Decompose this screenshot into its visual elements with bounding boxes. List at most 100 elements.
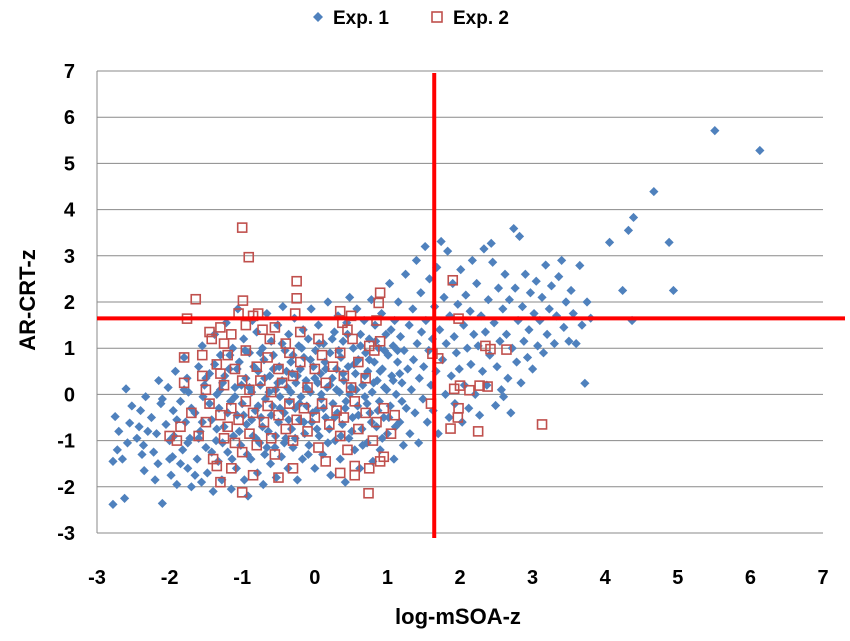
data-point-exp-1	[340, 403, 350, 413]
y-tick-label: 1	[64, 338, 75, 360]
y-tick-label: 0	[64, 384, 75, 406]
data-point-exp-1	[535, 315, 545, 326]
y-tick-label: 2	[64, 292, 75, 314]
data-point-exp-1	[531, 276, 541, 286]
x-tick-label: 4	[600, 567, 612, 589]
data-point-exp-1	[507, 343, 517, 353]
data-point-exp-1	[546, 281, 557, 291]
data-point-exp-1	[344, 433, 354, 443]
data-point-exp-1	[117, 454, 128, 464]
data-point-exp-1	[202, 468, 212, 478]
data-point-exp-2	[171, 435, 183, 446]
data-point-exp-1	[668, 285, 679, 296]
data-point-exp-1	[298, 325, 308, 335]
data-point-exp-2	[445, 423, 456, 434]
data-point-exp-2	[302, 382, 313, 393]
data-point-exp-2	[371, 315, 382, 326]
data-point-exp-1	[350, 445, 360, 455]
data-point-exp-1	[284, 329, 294, 339]
data-point-exp-2	[186, 407, 197, 419]
data-point-exp-1	[755, 145, 765, 156]
data-point-exp-1	[444, 412, 454, 423]
data-point-exp-2	[236, 222, 248, 233]
data-point-exp-1	[462, 343, 472, 353]
data-point-exp-1	[564, 336, 574, 346]
data-point-exp-1	[156, 399, 166, 409]
data-point-exp-1	[403, 364, 413, 374]
data-point-exp-1	[157, 394, 167, 404]
data-point-exp-1	[241, 419, 252, 430]
data-point-exp-1	[286, 357, 296, 367]
data-point-exp-2	[385, 428, 397, 439]
data-point-exp-2	[237, 295, 249, 306]
data-point-exp-2	[257, 324, 268, 336]
data-point-exp-1	[150, 475, 160, 485]
data-point-exp-1	[336, 431, 346, 441]
data-point-exp-1	[323, 438, 333, 448]
data-point-exp-1	[538, 348, 549, 358]
data-point-exp-2	[320, 377, 331, 389]
y-tick-label: 7	[64, 61, 75, 83]
data-point-exp-1	[183, 438, 193, 448]
data-point-exp-1	[477, 366, 488, 376]
data-point-exp-2	[313, 442, 324, 453]
data-point-exp-1	[341, 396, 351, 406]
data-point-exp-2	[345, 382, 357, 393]
data-point-exp-2	[229, 437, 241, 449]
data-point-exp-1	[316, 389, 326, 399]
data-point-exp-1	[192, 454, 202, 464]
data-point-exp-1	[369, 378, 379, 388]
data-point-exp-1	[379, 345, 390, 356]
data-point-exp-1	[362, 438, 372, 448]
data-point-exp-1	[517, 302, 528, 312]
data-point-exp-1	[466, 359, 476, 369]
data-point-exp-1	[453, 299, 463, 309]
data-point-exp-2	[327, 361, 339, 372]
x-tick-label: 1	[382, 567, 393, 589]
data-point-exp-1	[163, 382, 173, 393]
data-point-exp-1	[498, 392, 509, 402]
data-point-exp-1	[465, 306, 475, 316]
data-point-exp-1	[179, 352, 189, 363]
data-point-exp-2	[360, 407, 371, 419]
data-point-exp-1	[179, 385, 189, 395]
data-point-exp-1	[446, 371, 456, 381]
data-point-exp-1	[360, 371, 370, 381]
data-point-exp-2	[302, 426, 313, 437]
data-point-exp-1	[325, 348, 335, 358]
data-point-exp-1	[525, 288, 536, 298]
series-exp-2	[164, 222, 548, 499]
data-point-exp-1	[301, 375, 311, 386]
data-point-exp-1	[255, 438, 265, 448]
data-point-exp-2	[222, 349, 233, 361]
data-point-exp-1	[372, 375, 382, 386]
data-point-exp-2	[360, 372, 371, 384]
data-point-exp-1	[467, 255, 477, 266]
data-point-exp-2	[363, 487, 374, 499]
data-point-exp-1	[318, 449, 328, 460]
y-tick-label: 3	[64, 246, 75, 268]
data-point-exp-1	[212, 424, 222, 434]
data-point-exp-1	[514, 231, 525, 241]
data-point-exp-2	[291, 293, 302, 304]
data-point-exp-2	[240, 319, 252, 331]
legend-label-exp-1: Exp. 1	[333, 8, 389, 29]
data-point-exp-1	[566, 285, 576, 296]
data-point-exp-1	[376, 308, 387, 319]
data-point-exp-1	[512, 357, 522, 367]
data-point-exp-2	[196, 370, 208, 382]
data-point-exp-1	[310, 463, 320, 473]
y-tick-labels: -3 -2 -1 0 1 2 3 4 5 6 7	[57, 61, 76, 545]
data-point-exp-2	[236, 375, 248, 386]
data-point-exp-1	[161, 419, 171, 430]
y-tick-label: 5	[64, 153, 75, 175]
data-point-exp-1	[138, 440, 149, 450]
data-point-exp-1	[375, 445, 385, 455]
data-point-exp-1	[137, 449, 147, 460]
data-point-exp-2	[447, 274, 459, 286]
data-point-exp-2	[218, 379, 230, 391]
data-point-exp-1	[197, 417, 207, 427]
data-point-exp-1	[183, 463, 193, 473]
data-point-exp-1	[390, 422, 400, 432]
data-point-exp-2	[251, 361, 263, 372]
